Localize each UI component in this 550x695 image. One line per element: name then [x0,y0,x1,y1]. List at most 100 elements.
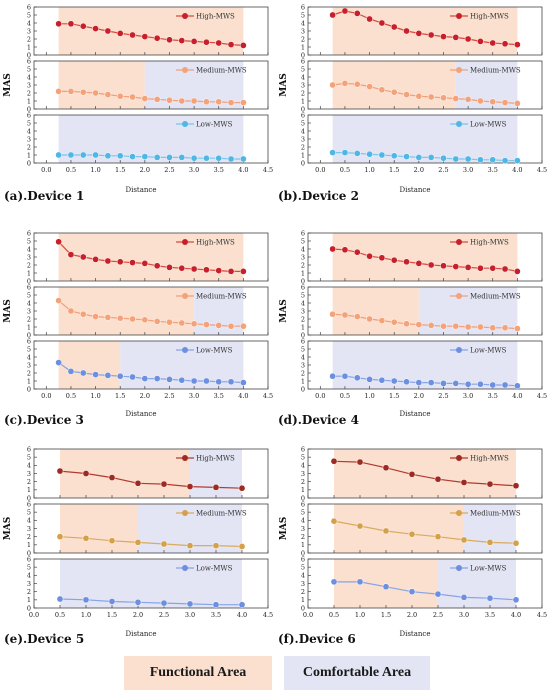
legend-marker [182,510,188,516]
data-point [427,322,435,329]
legend-label: High-MWS [196,12,235,20]
y-tick-label: 4 [301,462,305,470]
data-point [240,268,247,275]
data-point [129,31,136,39]
data-point [134,479,142,487]
x-tick-label: 3.0 [185,611,195,619]
y-tick-label: 6 [301,445,305,453]
y-tick-label: 4 [301,353,305,361]
y-tick-label: 3 [301,307,305,315]
data-point [190,154,198,162]
x-tick-label: 2.5 [164,166,174,174]
data-point [227,155,235,163]
y-tick-label: 1 [27,97,31,105]
data-point [382,583,390,591]
x-tick-label: 1.0 [81,611,91,619]
data-point [512,596,520,604]
data-point [79,88,87,96]
data-point [329,81,336,89]
y-tick-label: 1 [301,541,305,549]
data-point [330,517,338,525]
y-tick-label: 2 [27,35,31,43]
y-tick-label: 2 [27,369,31,377]
x-tick-label: 1.5 [389,392,399,400]
y-tick-label: 1 [301,97,305,105]
data-point [356,522,364,530]
x-tick-label: 4.5 [537,611,547,619]
data-point [501,265,509,273]
legend-marker [182,455,188,461]
y-tick-label: 2 [301,369,305,377]
y-tick-label: 3 [301,135,305,143]
legend-label: Low-MWS [470,346,507,354]
data-point [104,91,112,98]
y-tick-label: 6 [27,500,31,508]
y-tick-label: 5 [27,453,31,461]
y-tick-label: 2 [301,261,305,269]
y-axis-label: MAS [279,299,289,322]
data-point [82,534,90,542]
y-axis-label: MAS [279,73,289,96]
data-point [356,578,364,586]
series-line [332,82,518,104]
functional-area [58,341,121,389]
data-point [477,323,484,331]
data-point [55,151,62,159]
x-tick-label: 0.5 [340,392,350,400]
legend-label: Medium-MWS [470,509,521,517]
y-tick-label: 1 [301,269,305,277]
data-point [166,36,173,44]
data-point [477,264,484,272]
y-tick-label: 0 [301,385,305,393]
data-point [427,93,435,101]
x-tick-label: 0.5 [340,166,350,174]
y-tick-label: 4 [301,19,305,27]
data-point [240,322,247,330]
x-tick-label: 0.5 [66,392,76,400]
data-point [440,380,447,387]
comfortable-area [438,559,516,608]
data-point [178,97,186,105]
y-tick-label: 6 [27,283,31,291]
x-tick-label: 2.0 [407,611,417,619]
data-point [215,322,223,329]
x-tick-label: 2.5 [433,611,443,619]
y-tick-label: 1 [301,323,305,331]
y-tick-label: 4 [301,73,305,81]
y-tick-label: 3 [27,307,31,315]
functional-area [332,287,419,335]
data-point [329,149,336,156]
y-tick-label: 2 [301,143,305,151]
y-tick-label: 5 [301,345,305,353]
comfortable-area [332,115,518,163]
x-tick-label: 2.0 [140,392,150,400]
data-point [178,376,186,384]
data-point [92,256,99,263]
x-tick-label: 1.0 [364,166,374,174]
x-tick-label: 0.0 [41,392,51,400]
data-point [212,601,220,609]
y-tick-label: 2 [27,588,31,596]
data-point [464,155,472,163]
x-tick-label: 3.0 [189,392,199,400]
y-axis-label: MAS [279,517,289,540]
y-tick-label: 1 [301,43,305,51]
x-tick-label: 0.0 [29,611,39,619]
data-point [238,484,246,492]
y-tick-label: 6 [27,445,31,453]
legend-label: Medium-MWS [196,66,247,74]
data-point [390,152,398,160]
x-axis-label: Distance [125,630,156,638]
data-point [141,33,149,40]
data-point [141,260,149,267]
x-axis-label: Distance [399,186,430,194]
data-point [341,149,349,156]
data-point [227,268,235,275]
data-point [116,152,124,160]
data-point [452,263,460,270]
data-point [153,318,161,325]
data-point [129,153,136,160]
